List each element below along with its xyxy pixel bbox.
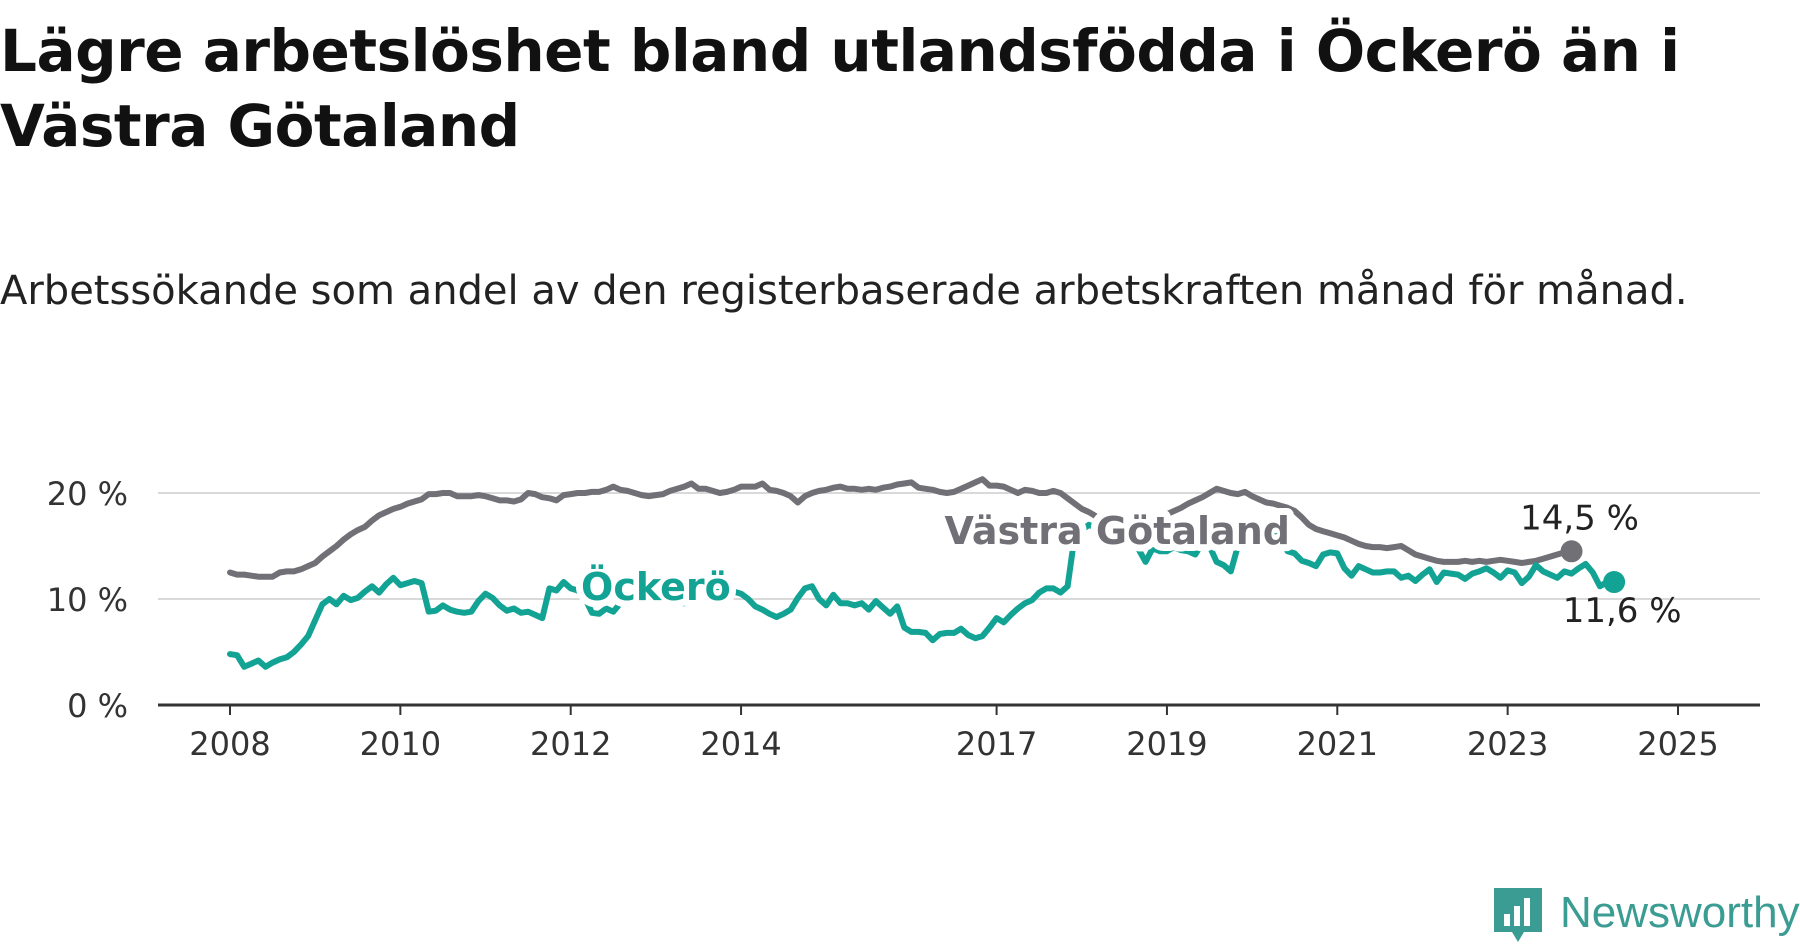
end-value-label: 14,5 % [1520, 498, 1639, 538]
end-point-v-stra-g-taland [1560, 540, 1583, 563]
label-ockero: Öckerö [581, 565, 731, 609]
x-tick-label: 2023 [1467, 725, 1548, 763]
brand-name: Newsworthy [1560, 888, 1800, 937]
series-line-v-stra-g-taland [227, 476, 1575, 580]
y-axis-ticks: 0 % 10 % 20 % [47, 475, 128, 725]
x-tick-label: 2019 [1126, 725, 1207, 763]
label-vastra-gotaland: Västra Götaland [945, 509, 1290, 553]
y-tick-label: 20 % [47, 475, 128, 513]
y-tick-label: 10 % [47, 581, 128, 619]
x-tick-label: 2012 [530, 725, 611, 763]
x-tick-label: 2014 [700, 725, 781, 763]
end-point--cker- [1603, 571, 1626, 594]
x-tick-label: 2008 [189, 725, 270, 763]
x-tick-label: 2017 [956, 725, 1037, 763]
series-lines [227, 476, 1626, 670]
chart-title: Lägre arbetslöshet bland utlandsfödda i … [0, 17, 1680, 160]
end-value-label: 11,6 % [1563, 591, 1682, 631]
series-line--cker- [227, 521, 1618, 670]
x-tick-label: 2025 [1637, 725, 1718, 763]
chart-subtitle: Arbetssökande som andel av den registerb… [0, 268, 1688, 314]
x-tick-label: 2021 [1297, 725, 1378, 763]
newsworthy-logo-icon [1494, 888, 1542, 942]
newsworthy-logo: Newsworthy [1490, 884, 1800, 946]
x-axis-ticks: 2008 2010 2012 2014 2017 2019 2021 2023 2025 [158, 703, 1760, 763]
x-tick-label: 2010 [360, 725, 441, 763]
label-ockero-halo: Öckerö [581, 565, 731, 609]
y-tick-label: 0 % [67, 687, 128, 725]
line-chart: 0 % 10 % 20 % 2008 2010 2012 2014 2017 2019 2021… [47, 475, 1760, 763]
label-vastra-gotaland-halo: Västra Götaland [945, 509, 1290, 553]
